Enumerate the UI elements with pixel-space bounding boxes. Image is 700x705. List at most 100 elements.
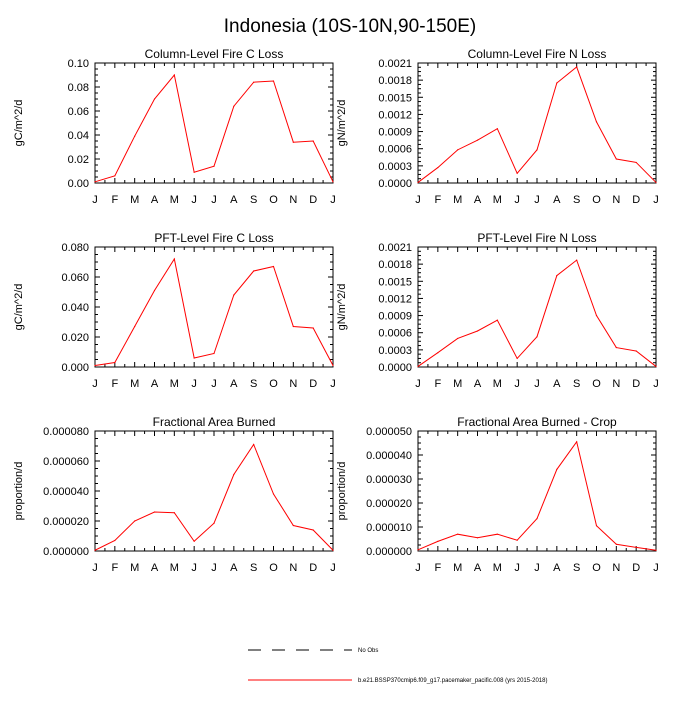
y-tick-label: 0.000000 xyxy=(43,546,89,558)
y-tick-label: 0.020 xyxy=(61,332,89,344)
y-tick-label: 0.060 xyxy=(61,272,89,284)
data-point xyxy=(576,441,578,443)
data-point xyxy=(417,181,419,184)
y-tick-label: 0.0021 xyxy=(378,58,412,70)
data-point xyxy=(153,289,156,292)
x-tick-label: J xyxy=(92,562,98,574)
x-tick-label: F xyxy=(434,194,441,206)
y-tick-label: 0.0018 xyxy=(378,259,412,271)
series-line xyxy=(417,66,657,183)
y-tick-label: 0.0000 xyxy=(378,362,412,374)
y-tick-label: 0.0006 xyxy=(378,328,412,340)
data-point xyxy=(457,149,459,151)
data-point xyxy=(615,346,617,349)
x-tick-label: A xyxy=(553,378,561,390)
data-point xyxy=(233,294,235,296)
x-tick-label: J xyxy=(514,562,520,574)
data-point xyxy=(635,161,637,164)
x-tick-label: J xyxy=(514,378,520,390)
plot-frame xyxy=(417,246,657,368)
x-tick-label: J xyxy=(330,378,336,390)
x-tick-label: J xyxy=(534,194,540,206)
y-tick-label: 0.0000 xyxy=(378,178,412,190)
y-tick-label: 0.0021 xyxy=(378,242,412,254)
data-point xyxy=(615,543,617,545)
x-tick-label: O xyxy=(592,194,601,206)
y-tick-label: 0.06 xyxy=(68,106,89,118)
x-tick-label: A xyxy=(230,378,238,390)
page-title: Indonesia (10S-10N,90-150E) xyxy=(224,16,476,37)
x-tick-label: A xyxy=(230,562,238,574)
data-point xyxy=(94,181,96,183)
x-tick-label: J xyxy=(211,562,217,574)
x-tick-label: M xyxy=(453,378,462,390)
y-tick-label: 0.08 xyxy=(68,82,89,94)
y-tick-label: 0.000040 xyxy=(43,486,89,498)
x-tick-label: M xyxy=(493,194,502,206)
data-point xyxy=(253,270,255,272)
x-tick-label: S xyxy=(573,194,580,206)
data-point xyxy=(193,171,195,173)
data-point xyxy=(134,520,136,522)
y-tick-label: 0.04 xyxy=(68,130,89,142)
data-point xyxy=(576,259,578,261)
x-tick-label: M xyxy=(170,562,179,574)
x-tick-label: M xyxy=(130,562,139,574)
y-tick-label: 0.02 xyxy=(68,154,89,166)
data-point xyxy=(114,175,116,177)
data-point xyxy=(457,337,459,340)
chart-title: PFT-Level Fire C Loss xyxy=(154,231,273,245)
y-axis-label: gC/m^2/d xyxy=(13,100,25,147)
x-tick-label: S xyxy=(573,562,580,574)
x-tick-label: J xyxy=(191,194,197,206)
y-tick-label: 0.000060 xyxy=(43,456,89,468)
y-tick-label: 0.000020 xyxy=(366,498,412,510)
data-point xyxy=(233,473,235,476)
data-point xyxy=(417,365,419,368)
data-point xyxy=(476,537,479,539)
legend-model-label: b.e21.BSSP370cmip6.f09_g17.pacemaker_pac… xyxy=(358,678,547,684)
data-point xyxy=(496,128,498,130)
x-tick-label: F xyxy=(111,378,118,390)
x-tick-label: A xyxy=(230,194,238,206)
y-tick-label: 0.0015 xyxy=(378,92,412,104)
plot-frame xyxy=(94,430,334,552)
x-tick-label: D xyxy=(632,194,640,206)
x-tick-label: A xyxy=(151,378,159,390)
data-point xyxy=(516,539,518,541)
data-point xyxy=(292,141,294,143)
y-tick-label: 0.040 xyxy=(61,302,89,314)
x-tick-label: N xyxy=(612,194,620,206)
series-line xyxy=(94,443,334,551)
data-point xyxy=(193,540,195,542)
x-tick-label: F xyxy=(434,378,441,390)
series-line xyxy=(417,440,657,551)
data-point xyxy=(437,352,439,354)
y-tick-label: 0.000040 xyxy=(366,450,412,462)
data-point xyxy=(476,139,479,141)
x-tick-label: N xyxy=(289,562,297,574)
data-point xyxy=(94,364,96,367)
data-point xyxy=(476,330,479,332)
legend: No Obs b.e21.BSSP370cmip6.f09_g17.pacema… xyxy=(248,648,547,684)
x-tick-label: S xyxy=(573,378,580,390)
chart-title: Fractional Area Burned xyxy=(153,415,276,429)
data-point xyxy=(496,319,498,321)
x-tick-label: M xyxy=(130,378,139,390)
x-tick-label: J xyxy=(415,378,421,390)
data-point xyxy=(114,539,116,542)
data-point xyxy=(635,546,637,549)
y-axis-label: gN/m^2/d xyxy=(336,100,348,147)
x-tick-label: J xyxy=(92,378,98,390)
x-tick-label: J xyxy=(330,194,336,206)
chart-title: Column-Level Fire C Loss xyxy=(145,47,284,61)
x-tick-label: J xyxy=(514,194,520,206)
x-tick-label: M xyxy=(453,562,462,574)
data-point xyxy=(193,357,195,359)
x-tick-label: J xyxy=(534,562,540,574)
data-point xyxy=(437,166,439,169)
